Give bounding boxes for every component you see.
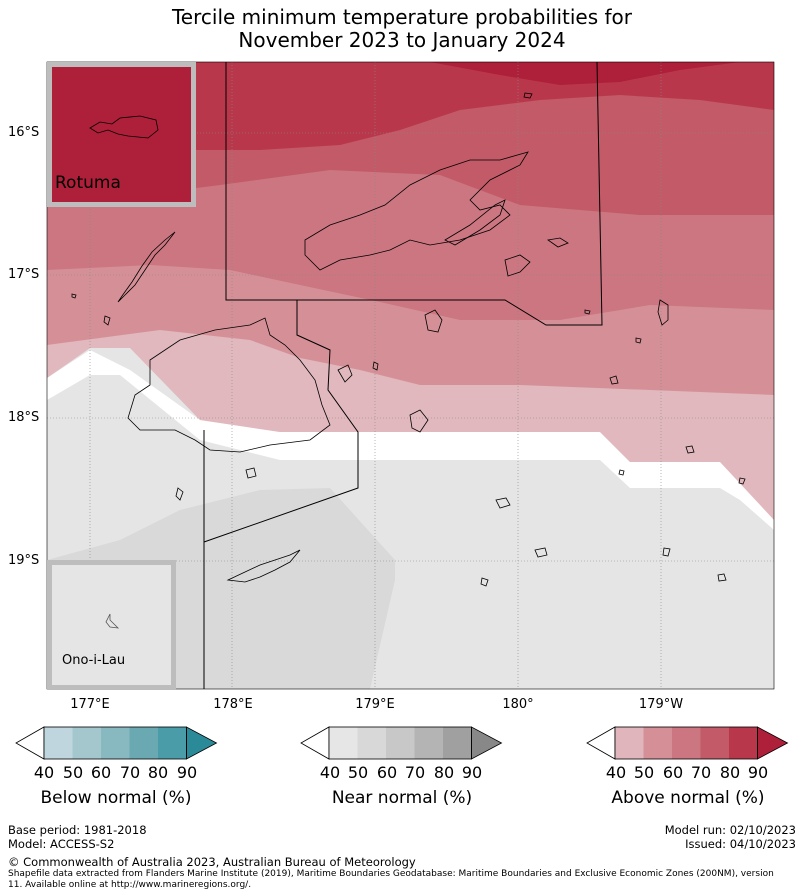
cb-tick: 60: [662, 763, 684, 782]
below-colorbar-outline: [43, 726, 187, 760]
cb-tick: 90: [461, 763, 483, 782]
rotuma-inset: [47, 62, 196, 207]
lon-label-178e: 178°E: [213, 697, 253, 712]
cb-tick: 40: [319, 763, 341, 782]
below-colorbar-swatch: [72, 727, 101, 759]
near-colorbar-swatch: [386, 727, 415, 759]
above-colorbar-swatch: [615, 727, 644, 759]
near-colorbar-outline: [328, 726, 472, 760]
ono-i-lau-label: Ono-i-Lau: [62, 653, 126, 668]
cb-tick: 70: [404, 763, 426, 782]
below-colorbar-swatch: [158, 727, 187, 759]
above-colorbar-max-arrow: [757, 726, 789, 760]
cb-tick: 50: [62, 763, 84, 782]
shapefile-credit-line-1: Shapefile data extracted from Flanders M…: [8, 869, 774, 879]
rotuma-island: [89, 115, 159, 139]
ono-i-lau-inset: [47, 560, 176, 690]
above-normal-colorbar: [586, 726, 789, 760]
near-colorbar-swatch: [414, 727, 443, 759]
cb-tick: 60: [90, 763, 112, 782]
map-frame: [46, 61, 775, 690]
lon-label-177e: 177°E: [70, 697, 110, 712]
issued-text: Issued: 04/10/2023: [685, 837, 796, 851]
model-run-text: Model run: 02/10/2023: [664, 823, 796, 837]
yasawa-islands: [117, 231, 176, 303]
cb-tick: 50: [633, 763, 655, 782]
cb-tick: 50: [347, 763, 369, 782]
ono-i-lau-island: [105, 613, 120, 629]
near-colorbar-swatch: [443, 727, 472, 759]
lat-label-16s: 16°S: [8, 125, 40, 140]
lat-label-17s: 17°S: [8, 267, 40, 282]
above-colorbar-swatch: [700, 727, 729, 759]
lat-label-18s: 18°S: [8, 410, 40, 425]
cb-tick: 80: [433, 763, 455, 782]
cb-tick: 80: [147, 763, 169, 782]
above-colorbar-outline: [614, 726, 758, 760]
rotuma-label: Rotuma: [55, 173, 121, 193]
lon-label-179e: 179°E: [355, 697, 395, 712]
cb-tick: 40: [605, 763, 627, 782]
below-normal-colorbar: [15, 726, 218, 760]
base-period-text: Base period: 1981-2018: [8, 823, 147, 837]
map-title-line-2: November 2023 to January 2024: [238, 28, 566, 52]
below-colorbar-swatch: [129, 727, 158, 759]
lon-label-179w: 179°W: [638, 697, 684, 712]
shapefile-credit-line-2: 11. Available online at http://www.marin…: [8, 880, 252, 890]
lon-label-180: 180°: [502, 697, 534, 712]
cb-tick: 70: [119, 763, 141, 782]
vanua-levu-island: [304, 151, 529, 271]
cb-tick: 70: [690, 763, 712, 782]
near-colorbar-max-arrow: [471, 726, 503, 760]
near-colorbar-swatch: [357, 727, 386, 759]
maritime-boundaries: [203, 62, 603, 689]
cb-tick: 60: [376, 763, 398, 782]
above-normal-90-region: [430, 62, 740, 85]
below-colorbar-swatch: [44, 727, 73, 759]
below-colorbar-swatch: [101, 727, 130, 759]
cb-tick: 90: [176, 763, 198, 782]
cb-tick: 40: [33, 763, 55, 782]
below-colorbar-max-arrow: [186, 726, 218, 760]
copyright-text: © Commonwealth of Australia 2023, Austra…: [8, 855, 416, 869]
islands: [71, 92, 746, 587]
no-dominant-gap: [47, 350, 774, 530]
cb-tick: 80: [719, 763, 741, 782]
map-title-line-1: Tercile minimum temperature probabilitie…: [171, 5, 633, 29]
model-text: Model: ACCESS-S2: [8, 837, 115, 851]
lat-label-19s: 19°S: [8, 553, 40, 568]
near-normal-title: Near normal (%): [331, 788, 473, 808]
probability-map: [46, 61, 775, 690]
near-normal-colorbar: [300, 726, 503, 760]
above-colorbar-min-arrow: [586, 726, 616, 760]
taveuni-island: [444, 199, 506, 246]
kadavu-island: [226, 549, 301, 583]
above-colorbar-swatch: [672, 727, 701, 759]
above-colorbar-swatch: [729, 727, 758, 759]
above-normal-title: Above normal (%): [611, 788, 765, 808]
below-colorbar-min-arrow: [15, 726, 45, 760]
below-normal-title: Below normal (%): [40, 788, 192, 808]
viti-levu-island: [127, 317, 331, 453]
above-colorbar-swatch: [643, 727, 672, 759]
near-colorbar-swatch: [329, 727, 358, 759]
near-colorbar-min-arrow: [300, 726, 330, 760]
above-normal-80-region: [47, 62, 774, 152]
cb-tick: 90: [747, 763, 769, 782]
